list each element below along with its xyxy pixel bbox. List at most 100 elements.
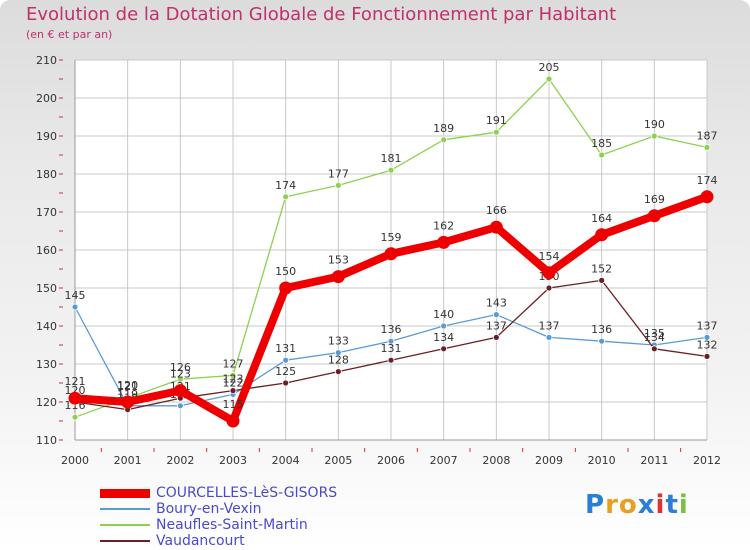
data-point	[176, 375, 184, 383]
data-label: 174	[697, 174, 718, 187]
data-label: 164	[591, 212, 612, 225]
data-point	[595, 228, 609, 242]
data-label: 174	[275, 179, 296, 192]
data-point	[492, 128, 500, 136]
legend-label: Boury-en-Vexin	[156, 501, 262, 517]
data-label: 128	[328, 354, 349, 367]
y-tick-label: 190	[36, 130, 57, 143]
y-tick-label: 200	[36, 92, 57, 105]
data-point	[334, 368, 342, 376]
data-point	[173, 384, 187, 398]
data-point	[440, 345, 448, 353]
data-label: 181	[381, 152, 402, 165]
data-point	[703, 352, 711, 360]
x-tick-label: 2011	[640, 454, 668, 467]
data-point	[650, 132, 658, 140]
data-point	[331, 270, 345, 284]
data-point	[71, 413, 79, 421]
data-label: 169	[644, 193, 665, 206]
data-point	[440, 136, 448, 144]
data-point	[492, 333, 500, 341]
logo-letter: x	[637, 490, 656, 520]
data-label: 191	[486, 114, 507, 127]
data-label: 120	[117, 379, 138, 392]
data-point	[279, 281, 293, 295]
data-label: 154	[539, 250, 560, 263]
legend-label: Vaudancourt	[156, 533, 245, 549]
logo-letter: i	[655, 490, 666, 520]
logo-letter: P	[585, 490, 606, 520]
data-label: 145	[65, 289, 86, 302]
data-label: 121	[65, 375, 86, 388]
data-point	[647, 209, 661, 223]
data-label: 133	[328, 335, 349, 348]
data-point	[440, 322, 448, 330]
data-label: 205	[539, 61, 560, 74]
data-label: 136	[381, 323, 402, 336]
data-label: 140	[433, 308, 454, 321]
y-tick-label: 210	[36, 54, 57, 67]
y-tick-label: 130	[36, 358, 57, 371]
data-label: 123	[170, 368, 191, 381]
data-label: 121	[117, 380, 138, 393]
data-label: 187	[697, 129, 718, 142]
data-point	[71, 303, 79, 311]
data-point	[229, 371, 237, 379]
y-tick-label: 180	[36, 168, 57, 181]
data-label: 131	[381, 342, 402, 355]
legend-swatch	[100, 524, 150, 526]
data-label: 131	[275, 342, 296, 355]
data-point	[384, 247, 398, 261]
legend-swatch	[100, 540, 150, 542]
data-label: 159	[381, 231, 402, 244]
x-tick-label: 2001	[114, 454, 142, 467]
data-label: 137	[697, 319, 718, 332]
proxiti-logo: Proxiti	[585, 490, 689, 520]
data-label: 152	[591, 262, 612, 275]
logo-letter: o	[618, 490, 638, 520]
data-point	[387, 356, 395, 364]
data-point	[68, 391, 82, 405]
legend-swatch	[100, 508, 150, 510]
data-label: 166	[486, 204, 507, 217]
data-point	[598, 276, 606, 284]
data-point	[282, 379, 290, 387]
data-point	[700, 190, 714, 204]
x-tick-label: 2003	[219, 454, 247, 467]
data-label: 137	[539, 319, 560, 332]
data-label: 125	[275, 365, 296, 378]
data-point	[650, 345, 658, 353]
data-point	[176, 402, 184, 410]
data-label: 134	[433, 331, 454, 344]
x-tick-label: 2005	[324, 454, 352, 467]
data-label: 153	[328, 254, 349, 267]
data-point	[598, 151, 606, 159]
data-point	[334, 349, 342, 357]
data-point	[226, 414, 240, 428]
logo-letter: i	[678, 490, 689, 520]
y-tick-label: 170	[36, 206, 57, 219]
legend-swatch	[100, 489, 150, 498]
x-tick-label: 2007	[430, 454, 458, 467]
y-tick-label: 160	[36, 244, 57, 257]
data-point	[703, 143, 711, 151]
legend-label: Neaufles-Saint-Martin	[156, 517, 308, 533]
data-point	[334, 181, 342, 189]
y-tick-label: 110	[36, 434, 57, 447]
x-tick-label: 2004	[272, 454, 300, 467]
data-label: 177	[328, 167, 349, 180]
data-label: 136	[591, 323, 612, 336]
x-tick-label: 2006	[377, 454, 405, 467]
chart-subtitle: (en € et par an)	[26, 28, 113, 41]
data-label: 123	[223, 373, 244, 386]
y-tick-label: 140	[36, 320, 57, 333]
data-point	[387, 166, 395, 174]
logo-letter: r	[605, 490, 619, 520]
x-tick-label: 2009	[535, 454, 563, 467]
data-label: 120	[65, 384, 86, 397]
x-tick-label: 2010	[588, 454, 616, 467]
data-point	[542, 266, 556, 280]
data-label: 132	[697, 338, 718, 351]
x-tick-label: 2000	[61, 454, 89, 467]
